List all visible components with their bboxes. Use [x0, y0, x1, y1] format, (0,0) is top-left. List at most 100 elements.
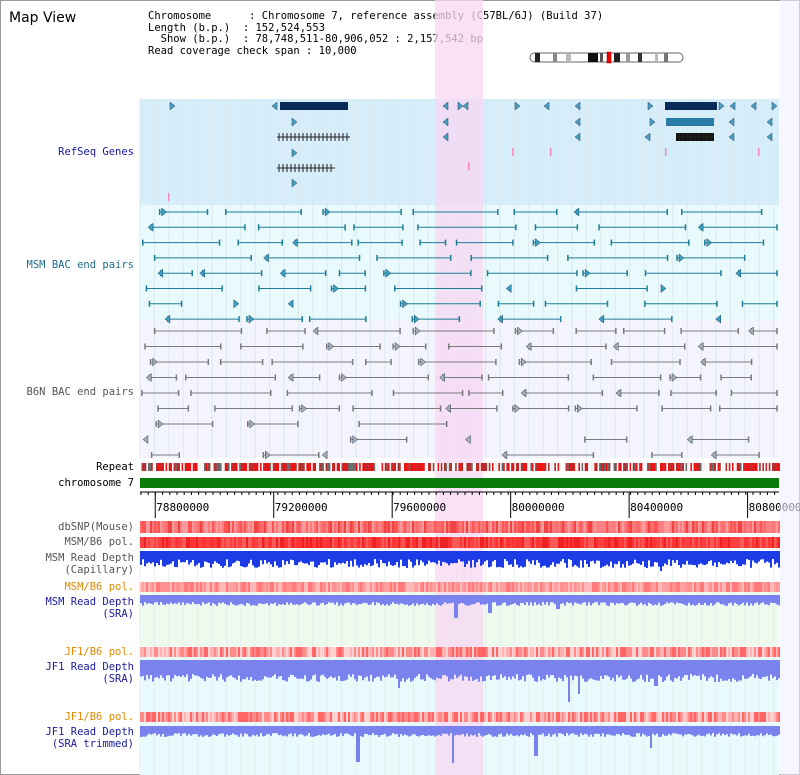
heat-cell — [450, 537, 452, 548]
refseq-genes-track[interactable] — [168, 101, 778, 201]
heat-cell — [608, 537, 610, 548]
depth-bar — [694, 726, 696, 737]
depth-bar — [480, 595, 482, 605]
depth-bar — [708, 551, 710, 562]
heat-cell — [336, 537, 338, 548]
depth-bar — [698, 551, 700, 565]
depth-bar — [168, 660, 170, 676]
heat-cell — [446, 537, 448, 548]
heat-cell — [678, 521, 680, 533]
heat-cell — [348, 647, 350, 657]
depth-bar — [766, 551, 768, 562]
heat-cell — [392, 712, 394, 722]
heat-cell — [450, 647, 452, 657]
depth-bar — [624, 551, 626, 568]
heat-cell — [254, 537, 256, 548]
bac-strand-arrow — [706, 238, 713, 248]
depth-bar — [606, 726, 608, 735]
depth-bar — [584, 595, 586, 603]
depth-bar — [422, 660, 424, 680]
repeat-segment — [199, 463, 201, 471]
depth-bar — [700, 660, 702, 680]
depth-bar — [672, 726, 674, 734]
heat-cell — [388, 537, 390, 548]
heat-cell — [162, 647, 164, 657]
depth-bar — [584, 660, 586, 682]
repeat-segment — [733, 463, 736, 471]
depth-bar — [372, 595, 374, 603]
heat-cell — [718, 582, 720, 592]
depth-bar — [384, 726, 386, 734]
repeat-segment — [671, 463, 673, 471]
jf1-b6-pol-label: JF1/B6 pol. — [64, 646, 134, 658]
chromosome-ideogram[interactable] — [529, 51, 684, 64]
repeat-segment — [562, 463, 564, 471]
heat-cell — [598, 712, 600, 722]
depth-bar — [504, 595, 506, 603]
heat-cell — [724, 537, 726, 548]
heat-cell — [606, 582, 608, 592]
depth-bar — [256, 595, 258, 606]
depth-bar — [232, 551, 234, 564]
ideogram-band — [535, 53, 540, 62]
depth-bar — [168, 551, 170, 565]
depth-bar — [498, 551, 500, 567]
b6n-bac-track[interactable] — [141, 326, 778, 460]
heat-cell — [624, 521, 626, 533]
depth-bar — [480, 726, 482, 736]
heat-cell — [286, 712, 288, 722]
depth-bar — [688, 551, 690, 565]
repeat-segment — [532, 463, 534, 471]
heat-cell — [772, 521, 774, 533]
msm-bac-track[interactable] — [142, 207, 778, 324]
depth-bar — [178, 551, 180, 560]
msm-bac-label[interactable]: MSM BAC end pairs — [26, 259, 134, 271]
depth-bar — [768, 551, 770, 563]
repeat-segment — [175, 463, 177, 471]
repeat-segment — [352, 463, 355, 471]
heat-cell — [658, 582, 660, 592]
depth-bar — [144, 551, 146, 567]
heat-cell — [410, 712, 412, 722]
heat-cell — [364, 521, 366, 533]
ideogram-band — [626, 53, 630, 62]
repeat-segment — [364, 463, 366, 471]
bac-strand-arrow — [328, 341, 335, 352]
depth-bar — [602, 726, 604, 734]
jf1-b6-pol-heat-track — [140, 647, 780, 657]
depth-bar — [380, 726, 382, 736]
heat-cell — [440, 647, 442, 657]
heat-cell — [514, 521, 516, 533]
heat-cell — [466, 647, 468, 657]
heat-cell — [390, 582, 392, 592]
heat-cell — [724, 521, 726, 533]
depth-bar — [734, 595, 736, 603]
refseq-genes-label[interactable]: RefSeq Genes — [58, 146, 134, 158]
heat-cell — [344, 521, 346, 533]
depth-bar — [602, 660, 604, 679]
heat-cell — [422, 712, 424, 722]
b6n-bac-label[interactable]: B6N BAC end pairs — [26, 386, 134, 398]
heat-cell — [364, 712, 366, 722]
repeat-segment — [314, 463, 316, 471]
heat-cell — [646, 647, 648, 657]
depth-bar — [772, 551, 774, 560]
heat-cell — [562, 582, 564, 592]
heat-cell — [410, 537, 412, 548]
repeat-segment — [623, 463, 625, 471]
heat-cell — [730, 582, 732, 592]
depth-bar — [418, 726, 420, 737]
repeat-segment — [631, 463, 633, 471]
heat-cell — [702, 647, 704, 657]
heat-cell — [398, 647, 400, 657]
heat-cell — [350, 582, 352, 592]
bac-strand-arrow — [352, 434, 359, 445]
heat-cell — [648, 582, 650, 592]
depth-bar — [214, 660, 216, 677]
repeat-segment — [335, 463, 337, 471]
depth-bar — [156, 595, 158, 603]
repeat-segment — [556, 463, 558, 471]
depth-bar — [640, 551, 642, 565]
heat-cell — [768, 647, 770, 657]
